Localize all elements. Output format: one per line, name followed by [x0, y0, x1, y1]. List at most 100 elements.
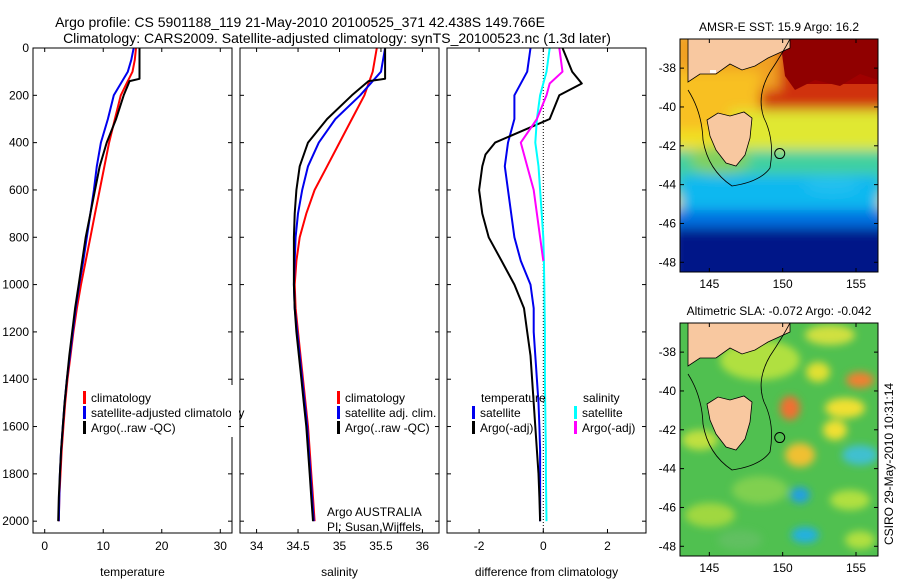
y-tick-label: 800: [9, 230, 29, 244]
map-y-tick-label: -48: [659, 539, 677, 553]
map-x-tick-label: 145: [699, 277, 719, 291]
series-line-argo-raw-qc: [292, 48, 387, 522]
temperature-plot-area: [33, 48, 232, 533]
y-tick-label: 200: [9, 88, 29, 102]
legend-text-sal-argo: Argo(-adj): [582, 421, 635, 435]
x-tick-label: 2: [604, 539, 611, 553]
y-tick-label: 1600: [2, 420, 29, 434]
temperature-x-axis-label: temperature: [100, 565, 165, 579]
y-tick-label: 2000: [2, 514, 29, 528]
y-tick-label: 1800: [2, 467, 29, 481]
legend-swatch-argo: [337, 421, 340, 434]
map-y-tick-label: -38: [659, 61, 677, 75]
legend-text-argo: Argo(..raw -QC): [91, 421, 176, 435]
salinity-legend: climatology satellite adj. clim. Argo(..…: [337, 391, 436, 435]
temperature-panel: 0 10 20 30 0 200 400 600 800 1000 1200 1400 1600 1800…: [2, 41, 233, 579]
map-x-tick-label: 155: [846, 561, 866, 575]
map-y-tick-label: -42: [659, 423, 677, 437]
salinity-plot-area: [240, 48, 439, 533]
legend-overflow-mask: [231, 385, 239, 437]
series-line-temperature-argo-adj: [478, 47, 583, 522]
difference-plot-frame: [446, 47, 647, 534]
sst-coastline: [687, 39, 791, 187]
legend-swatch-climatology: [83, 391, 86, 404]
legend-text-climatology: climatology: [345, 391, 405, 405]
legend-swatch-sal-argo: [574, 421, 577, 434]
figure-title-line-2: Climatology: CARS2009. Satellite-adjuste…: [63, 30, 611, 46]
legend-swatch-temp-satellite: [472, 406, 475, 419]
y-tick-label: 600: [9, 183, 29, 197]
legend-text-satellite-adj: satellite adj. clim.: [345, 406, 436, 420]
x-tick-label: 0: [41, 539, 48, 553]
map-x-tick-label: 145: [699, 561, 719, 575]
float-owner-note: Argo AUSTRALIA: [327, 505, 422, 519]
sla-coastline: [687, 323, 791, 471]
map-x-tick-label: 150: [773, 277, 793, 291]
x-tick-label: -2: [474, 539, 485, 553]
legend-swatch-temp-argo: [472, 421, 475, 434]
sla-map: 145 150 155 -38 -40 -42 -44 -46 -48: [659, 322, 879, 575]
sla-profile-marker: [774, 432, 786, 444]
x-tick-label: 35: [333, 539, 347, 553]
sst-map: 145 150 155 -38 -40 -42 -44 -46 -48: [659, 38, 879, 291]
series-line-salinity-argo-adj: [519, 47, 564, 262]
y-tick-label: 1000: [2, 278, 29, 292]
salinity-panel: 34 34.5 35 35.5 36 salinity: [239, 47, 440, 579]
map-x-tick-label: 155: [846, 277, 866, 291]
legend-text-temp-satellite: satellite: [480, 406, 521, 420]
figure-title-line-1: Argo profile: CS 5901188_119 21-May-2010…: [55, 14, 545, 30]
sla-field: [680, 323, 878, 556]
legend-swatch-sal-satellite: [574, 406, 577, 419]
x-tick-label: 36: [416, 539, 430, 553]
difference-legend: temperature satellite Argo(-adj) salinit…: [472, 391, 635, 435]
series-line-argo-raw-qc: [57, 48, 141, 522]
legend-text-climatology: climatology: [91, 391, 151, 405]
legend-swatch-satellite-adjusted: [83, 406, 86, 419]
x-tick-label: 34.5: [286, 539, 310, 553]
timestamp-label: CSIRO 29-May-2010 10:31:14: [882, 383, 896, 545]
legend-text-argo: Argo(..raw -QC): [345, 421, 430, 435]
sla-map-axes: 145 150 155 -38 -40 -42 -44 -46 -48: [659, 323, 878, 575]
legend-text-satellite-adjusted: satellite-adjusted climatology: [91, 406, 244, 420]
map-y-tick-label: -46: [659, 500, 677, 514]
legend-header-temperature: temperature: [481, 391, 546, 405]
x-tick-label: 10: [97, 539, 111, 553]
y-tick-label: 1400: [2, 372, 29, 386]
map-y-tick-label: -44: [659, 178, 677, 192]
x-tick-label: 30: [214, 539, 228, 553]
y-tick-label: 0: [22, 41, 29, 55]
x-tick-label: 34: [250, 539, 264, 553]
legend-swatch-climatology: [337, 391, 340, 404]
x-tick-label: 0: [540, 539, 547, 553]
series-line-salinity-satellite: [534, 47, 551, 522]
map-x-tick-label: 150: [773, 561, 793, 575]
temperature-plot-frame: [32, 47, 233, 534]
salinity-x-axis-label: salinity: [321, 565, 358, 579]
series-line-temperature-satellite: [503, 47, 542, 522]
sst-map-title: AMSR-E SST: 15.9 Argo: 16.2: [699, 20, 859, 34]
legend-swatch-satellite-adj: [337, 406, 340, 419]
sst-field: [680, 39, 878, 272]
sst-profile-marker: [774, 148, 786, 160]
x-tick-label: 20: [155, 539, 169, 553]
map-y-tick-label: -40: [659, 100, 677, 114]
y-tick-label: 1200: [2, 325, 29, 339]
map-y-tick-label: -38: [659, 345, 677, 359]
legend-text-temp-argo: Argo(-adj): [480, 421, 533, 435]
sst-map-axes: 145 150 155 -38 -40 -42 -44 -46 -48: [659, 39, 878, 291]
map-y-tick-label: -40: [659, 384, 677, 398]
difference-panel: -2 0 2 difference from climatology: [446, 47, 647, 579]
legend-swatch-argo: [83, 421, 86, 434]
sst-map-frame: [679, 38, 879, 273]
x-tick-label: 35.5: [369, 539, 393, 553]
difference-x-axis-label: difference from climatology: [475, 565, 618, 579]
float-pi-note: PI: Susan Wijffels: [327, 520, 421, 534]
legend-text-sal-satellite: satellite: [582, 406, 623, 420]
map-y-tick-label: -46: [659, 216, 677, 230]
sla-map-frame: [679, 322, 879, 557]
y-tick-label: 400: [9, 136, 29, 150]
sla-map-title: Altimetric SLA: -0.072 Argo: -0.042: [687, 304, 872, 318]
legend-header-salinity: salinity: [583, 391, 620, 405]
map-y-tick-label: -48: [659, 255, 677, 269]
